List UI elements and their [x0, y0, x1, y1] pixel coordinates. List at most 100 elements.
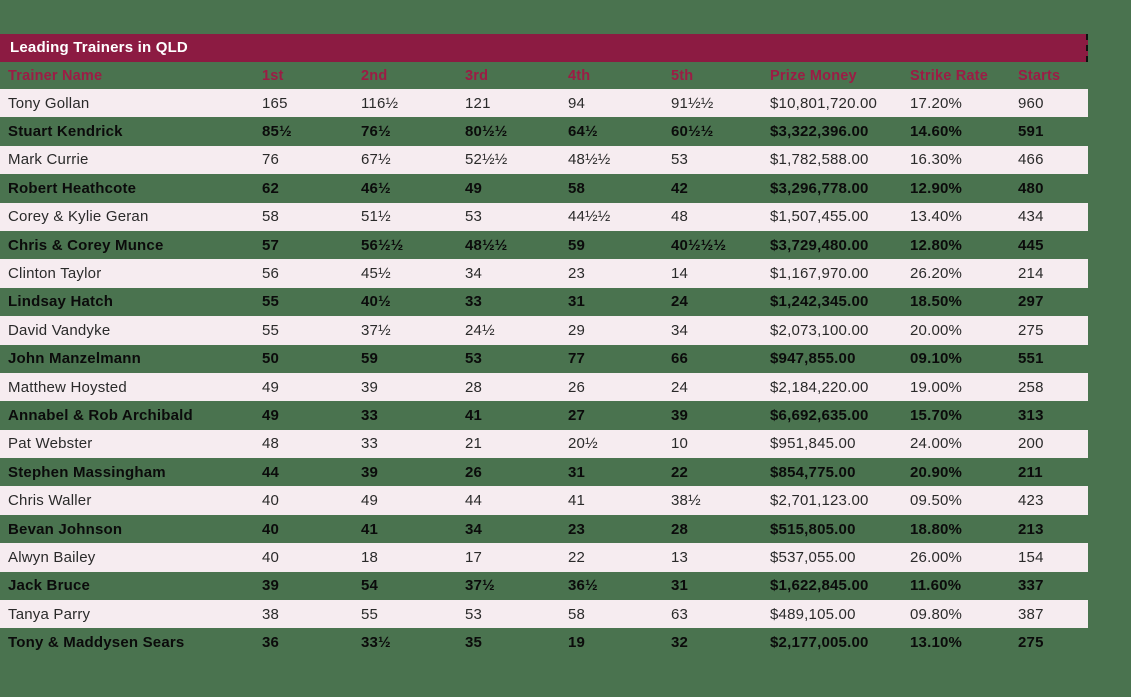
cell-fourth: 19: [568, 634, 586, 652]
cell-third: 53: [465, 605, 483, 623]
cell-trainer-name: Corey & Kylie Geran: [8, 208, 149, 226]
cell-third: 26: [465, 463, 483, 481]
cell-trainer-name: Clinton Taylor: [8, 265, 102, 283]
cell-third: 17: [465, 548, 483, 566]
cell-prize-money: $1,782,588.00: [770, 151, 869, 169]
cell-fifth: 63: [671, 605, 689, 623]
cell-strike-rate: 19.00%: [910, 378, 963, 396]
cell-second: 39: [361, 378, 379, 396]
table-row: Corey & Kylie Geran 58 51½ 53 44½½ 48 $1,507,4…: [0, 202, 1088, 231]
cell-starts: 434: [1018, 208, 1044, 226]
column-header-fifth: 5th: [671, 67, 694, 84]
cell-third: 48½½: [465, 236, 508, 254]
cell-trainer-name: Chris & Corey Munce: [8, 236, 164, 254]
cell-starts: 480: [1018, 179, 1044, 197]
cell-fourth: 41: [568, 492, 586, 510]
cell-starts: 313: [1018, 406, 1044, 424]
cell-fourth: 27: [568, 406, 586, 424]
cell-first: 76: [262, 151, 280, 169]
cell-second: 49: [361, 492, 379, 510]
cell-strike-rate: 09.10%: [910, 350, 963, 368]
cell-first: 55: [262, 321, 280, 339]
cell-first: 49: [262, 406, 280, 424]
cell-fifth: 66: [671, 350, 689, 368]
cell-starts: 445: [1018, 236, 1044, 254]
cell-fifth: 13: [671, 548, 689, 566]
cell-third: 44: [465, 492, 483, 510]
cell-trainer-name: Tony & Maddysen Sears: [8, 634, 185, 652]
cell-strike-rate: 15.70%: [910, 406, 963, 424]
cell-second: 40½: [361, 293, 391, 311]
column-header-strike-rate: Strike Rate: [910, 67, 988, 84]
cell-prize-money: $947,855.00: [770, 350, 856, 368]
cell-first: 40: [262, 520, 280, 538]
cell-starts: 337: [1018, 577, 1044, 595]
cell-second: 59: [361, 350, 379, 368]
cell-fifth: 14: [671, 265, 689, 283]
cell-trainer-name: Robert Heathcote: [8, 179, 137, 197]
cell-first: 36: [262, 634, 280, 652]
cell-third: 21: [465, 435, 483, 453]
cell-fifth: 38½: [671, 492, 701, 510]
cell-fourth: 44½½: [568, 208, 611, 226]
table-row: Mark Currie 76 67½ 52½½ 48½½ 53 $1,782,588.00 1…: [0, 145, 1088, 175]
cell-fifth: 28: [671, 520, 689, 538]
table-row: Annabel & Rob Archibald 49 33 41 27 39 $6,692,…: [0, 401, 1088, 429]
cell-trainer-name: Tanya Parry: [8, 605, 91, 623]
cell-second: 45½: [361, 265, 391, 283]
cell-fifth: 53: [671, 151, 689, 169]
cell-trainer-name: Annabel & Rob Archibald: [8, 406, 193, 424]
table-row: Lindsay Hatch 55 40½ 33 31 24 $1,242,345.00 18.…: [0, 288, 1088, 316]
cell-second: 46½: [361, 179, 391, 197]
table-row: David Vandyke 55 37½ 24½ 29 34 $2,073,100.00 20…: [0, 316, 1088, 345]
cell-starts: 154: [1018, 548, 1044, 566]
cell-fourth: 77: [568, 350, 586, 368]
cell-trainer-name: Lindsay Hatch: [8, 293, 114, 311]
cell-starts: 551: [1018, 350, 1044, 368]
cell-first: 48: [262, 435, 280, 453]
cell-prize-money: $2,073,100.00: [770, 321, 869, 339]
cell-third: 34: [465, 265, 483, 283]
cell-second: 54: [361, 577, 379, 595]
cell-first: 44: [262, 463, 280, 481]
table-row: Bevan Johnson 40 41 34 23 28 $515,805.00 18.80%…: [0, 515, 1088, 543]
cell-trainer-name: Stephen Massingham: [8, 463, 166, 481]
cell-first: 85½: [262, 123, 292, 141]
cell-fourth: 29: [568, 321, 586, 339]
cell-trainer-name: Jack Bruce: [8, 577, 91, 595]
cell-fifth: 22: [671, 463, 689, 481]
cell-fourth: 23: [568, 520, 586, 538]
cell-starts: 214: [1018, 265, 1044, 283]
cell-prize-money: $2,177,005.00: [770, 634, 869, 652]
cell-fifth: 32: [671, 634, 689, 652]
cell-trainer-name: Mark Currie: [8, 151, 89, 169]
cell-strike-rate: 13.10%: [910, 634, 963, 652]
cell-fourth: 23: [568, 265, 586, 283]
cell-third: 80½½: [465, 123, 508, 141]
cell-second: 55: [361, 605, 379, 623]
cell-strike-rate: 17.20%: [910, 94, 963, 112]
cell-first: 40: [262, 492, 280, 510]
cell-prize-money: $3,322,396.00: [770, 123, 869, 141]
cell-prize-money: $3,729,480.00: [770, 236, 869, 254]
cell-starts: 200: [1018, 435, 1044, 453]
cell-strike-rate: 14.60%: [910, 123, 963, 141]
cell-fourth: 36½: [568, 577, 598, 595]
cell-trainer-name: David Vandyke: [8, 321, 111, 339]
cell-first: 56: [262, 265, 280, 283]
cell-starts: 297: [1018, 293, 1044, 311]
cell-third: 33: [465, 293, 483, 311]
column-header-fourth: 4th: [568, 67, 591, 84]
table-row: Clinton Taylor 56 45½ 34 23 14 $1,167,970.00 26…: [0, 259, 1088, 288]
column-header-starts: Starts: [1018, 67, 1061, 84]
cell-prize-money: $3,296,778.00: [770, 179, 869, 197]
cell-strike-rate: 16.30%: [910, 151, 963, 169]
cell-trainer-name: Tony Gollan: [8, 94, 90, 112]
cell-strike-rate: 09.80%: [910, 605, 963, 623]
cell-prize-money: $10,801,720.00: [770, 94, 878, 112]
cell-strike-rate: 12.90%: [910, 179, 963, 197]
table-row: Tony Gollan 165 116½ 121 94 91½½ $10,801,720.0…: [0, 89, 1088, 118]
cell-second: 51½: [361, 208, 391, 226]
cell-strike-rate: 18.80%: [910, 520, 963, 538]
cell-trainer-name: Pat Webster: [8, 435, 93, 453]
